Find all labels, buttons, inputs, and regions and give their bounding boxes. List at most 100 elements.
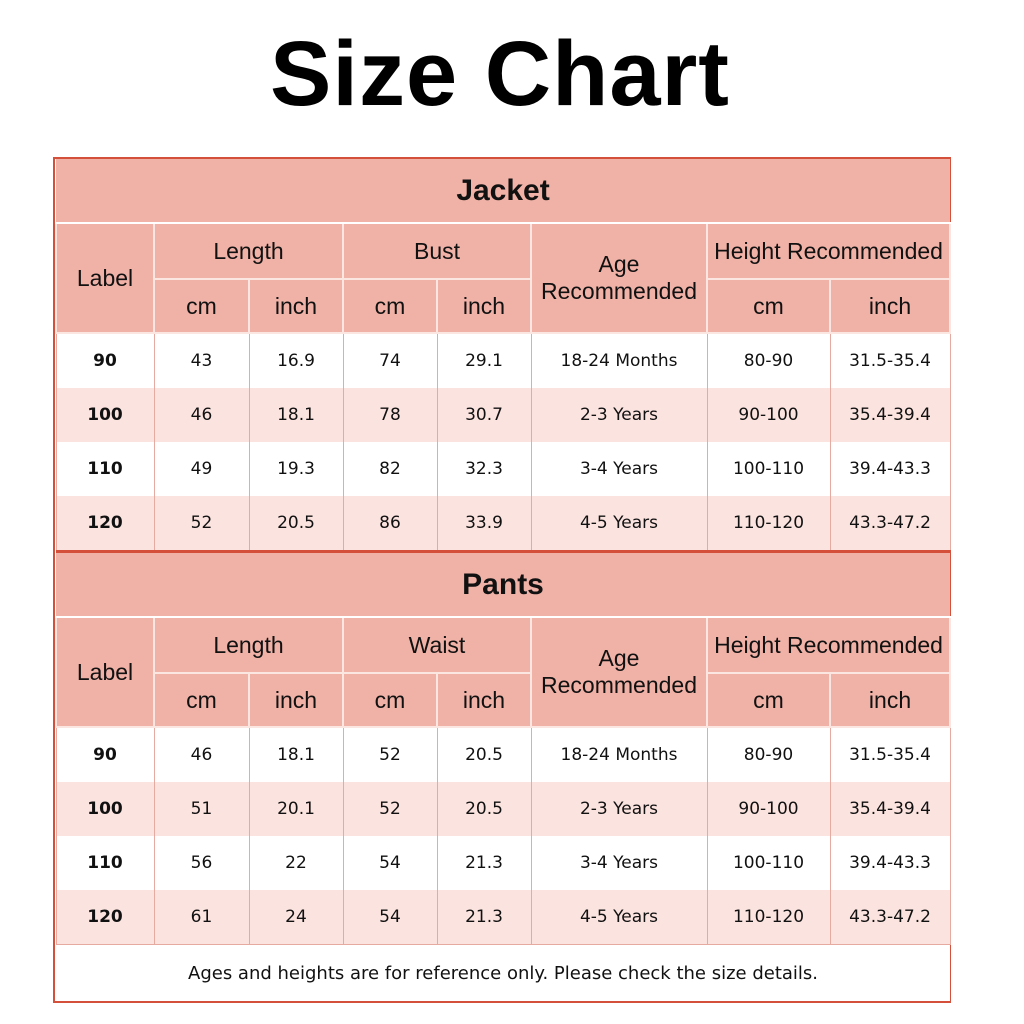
unit-header: inch [248, 278, 344, 334]
table-cell: 61 [153, 890, 250, 945]
table-cell: 18.1 [248, 727, 344, 782]
table-cell: 21.3 [436, 836, 532, 890]
table-cell: 54 [342, 836, 438, 890]
page-title: Size Chart [270, 23, 730, 125]
size-label: 120 [55, 890, 155, 945]
table-row: 120 61 24 54 21.3 4-5 Years 110-120 43.3-47.2 [55, 890, 951, 945]
table-cell: 86 [342, 496, 438, 552]
table-cell: 35.4-39.4 [829, 388, 951, 442]
table-cell: 18-24 Months [530, 333, 708, 388]
table-cell: 4-5 Years [530, 496, 708, 552]
section-title: Jacket [56, 159, 951, 224]
table-cell: 56 [153, 836, 250, 890]
table-cell: 90-100 [706, 782, 831, 836]
table-cell: 35.4-39.4 [829, 782, 951, 836]
table-row: 100 46 18.1 78 30.7 2-3 Years 90-100 35.4-39.4 [55, 388, 951, 442]
group-header: Length [153, 222, 344, 280]
table-cell: 100-110 [706, 442, 831, 496]
table-cell: 43.3-47.2 [829, 890, 951, 945]
unit-header: cm [153, 278, 250, 334]
table-cell: 80-90 [706, 333, 831, 388]
table-cell: 18-24 Months [530, 727, 708, 782]
size-label: 120 [55, 496, 155, 552]
table-cell: 90-100 [706, 388, 831, 442]
footnote: Ages and heights are for reference only.… [56, 944, 951, 1001]
size-label: 100 [55, 388, 155, 442]
unit-header: inch [828, 672, 952, 728]
table-row: 110 56 22 54 21.3 3-4 Years 100-110 39.4-43.3 [55, 836, 951, 890]
unit-header: inch [828, 278, 952, 334]
table-cell: 51 [153, 782, 250, 836]
table-cell: 21.3 [436, 890, 532, 945]
table-cell: 20.5 [436, 727, 532, 782]
unit-header: inch [248, 672, 344, 728]
age-header: Age Recommended [530, 222, 708, 334]
unit-header: cm [153, 672, 250, 728]
table-cell: 82 [342, 442, 438, 496]
table-cell: 110-120 [706, 496, 831, 552]
table-cell: 2-3 Years [530, 388, 708, 442]
header-row: Label Length Bust Age Recommended Height Rec… [55, 222, 952, 334]
group-header: Bust [342, 222, 532, 280]
table-cell: 3-4 Years [530, 836, 708, 890]
table-cell: 20.5 [436, 782, 532, 836]
table-cell: 100-110 [706, 836, 831, 890]
table-cell: 46 [153, 727, 250, 782]
table-row: 90 43 16.9 74 29.1 18-24 Months 80-90 31.5-35.4 [55, 333, 951, 388]
height-header: Height Recommended [705, 222, 952, 280]
table-cell: 24 [248, 890, 344, 945]
table-cell: 80-90 [706, 727, 831, 782]
table-cell: 39.4-43.3 [829, 442, 951, 496]
table-cell: 43 [153, 333, 250, 388]
table-cell: 32.3 [436, 442, 532, 496]
unit-row: cm inch cm inch cm inch [56, 672, 952, 728]
label-header: Label [55, 616, 155, 728]
table-row: 110 49 19.3 82 32.3 3-4 Years 100-110 39.4-43.3 [55, 442, 951, 496]
table-cell: 33.9 [436, 496, 532, 552]
size-label: 90 [55, 333, 155, 388]
size-label: 110 [55, 442, 155, 496]
unit-header: cm [342, 278, 438, 334]
table-cell: 18.1 [248, 388, 344, 442]
unit-header: inch [436, 278, 532, 334]
table-cell: 43.3-47.2 [829, 496, 951, 552]
table-cell: 110-120 [706, 890, 831, 945]
table-row: 120 52 20.5 86 33.9 4-5 Years 110-120 43.3-47.2 [55, 496, 951, 552]
table-cell: 3-4 Years [530, 442, 708, 496]
table-cell: 20.5 [248, 496, 344, 552]
size-label: 100 [55, 782, 155, 836]
label-header: Label [55, 222, 155, 334]
size-label: 90 [55, 727, 155, 782]
table-cell: 39.4-43.3 [829, 836, 951, 890]
section-title: Pants [56, 550, 951, 618]
table-cell: 31.5-35.4 [829, 333, 951, 388]
unit-row: cm inch cm inch cm inch [56, 278, 952, 334]
table-cell: 2-3 Years [530, 782, 708, 836]
table-cell: 52 [342, 782, 438, 836]
table-row: 90 46 18.1 52 20.5 18-24 Months 80-90 31.5-35.4 [55, 727, 951, 782]
height-header: Height Recommended [705, 616, 952, 674]
table-cell: 19.3 [248, 442, 344, 496]
header-row: Label Length Waist Age Recommended Height Re… [55, 616, 952, 728]
table-cell: 74 [342, 333, 438, 388]
table-cell: 30.7 [436, 388, 532, 442]
group-header: Waist [342, 616, 532, 674]
unit-header: cm [706, 278, 831, 334]
group-header: Length [153, 616, 344, 674]
table-cell: 52 [342, 727, 438, 782]
table-cell: 54 [342, 890, 438, 945]
table-cell: 46 [153, 388, 250, 442]
section-title-row: Pants [56, 550, 951, 618]
age-header: Age Recommended [530, 616, 708, 728]
table-cell: 52 [153, 496, 250, 552]
footnote-row: Ages and heights are for reference only.… [56, 944, 951, 1001]
table-cell: 20.1 [248, 782, 344, 836]
table-cell: 49 [153, 442, 250, 496]
size-label: 110 [55, 836, 155, 890]
unit-header: cm [342, 672, 438, 728]
size-chart-table: Jacket Label Length Bust Age Recommended Heig… [53, 157, 952, 1003]
table-cell: 31.5-35.4 [829, 727, 951, 782]
table-cell: 4-5 Years [530, 890, 708, 945]
unit-header: cm [706, 672, 831, 728]
section-title-row: Jacket [56, 159, 951, 224]
